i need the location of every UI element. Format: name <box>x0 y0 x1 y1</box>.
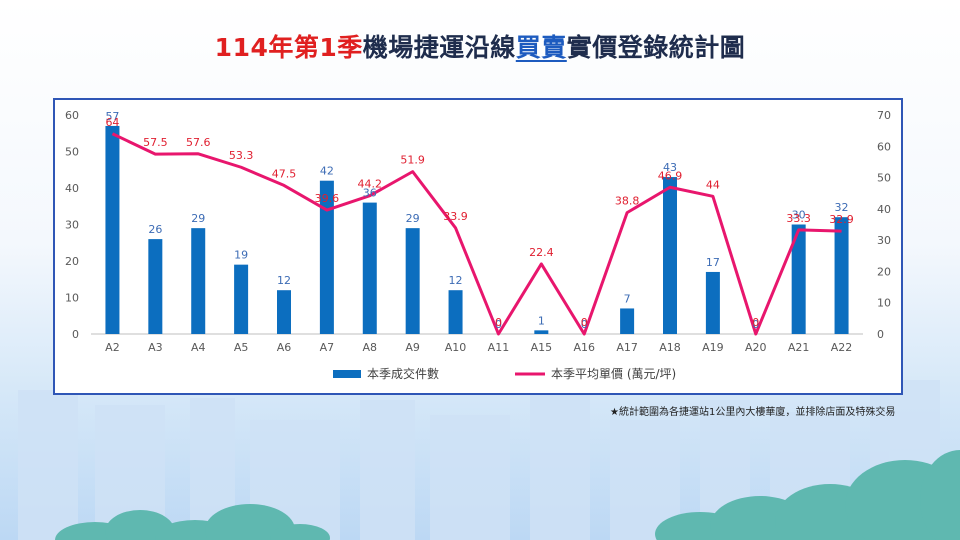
x-tick-label: A15 <box>531 341 553 354</box>
x-tick-label: A8 <box>363 341 378 354</box>
y-left-tick-label: 0 <box>72 328 79 341</box>
y-left-tick-label: 10 <box>65 292 79 305</box>
bar-data-label: 17 <box>706 256 720 269</box>
bar-data-label: 26 <box>148 223 162 236</box>
bar-data-label: 0 <box>752 318 759 331</box>
line-data-label: 46.9 <box>658 169 683 182</box>
line-data-label: 33.3 <box>786 212 811 225</box>
title-transaction-type: 買賣 <box>515 33 567 62</box>
bar <box>191 228 206 334</box>
bar-data-label: 12 <box>449 274 463 287</box>
x-tick-label: A6 <box>277 341 292 354</box>
line-data-label: 0 <box>581 316 588 329</box>
x-tick-label: A19 <box>702 341 724 354</box>
bar <box>834 217 849 334</box>
bar-data-label: 42 <box>320 165 334 178</box>
legend-bar-swatch <box>333 370 361 378</box>
x-tick-label: A18 <box>659 341 681 354</box>
line-data-label: 57.5 <box>143 136 168 149</box>
y-left-tick-label: 60 <box>65 109 79 122</box>
bar-data-label: 12 <box>277 274 291 287</box>
bar-data-label: 32 <box>835 201 849 214</box>
y-left-tick-label: 40 <box>65 182 79 195</box>
y-right-tick-label: 0 <box>877 328 884 341</box>
page-title: 114年第1季機場捷運沿線買賣實價登錄統計圖 <box>0 28 960 64</box>
y-right-tick-label: 20 <box>877 265 891 278</box>
bar <box>148 239 163 334</box>
line-data-label: 38.8 <box>615 195 640 208</box>
bar-data-label: 36 <box>363 187 377 200</box>
y-right-tick-label: 60 <box>877 140 891 153</box>
x-tick-label: A2 <box>105 341 120 354</box>
bar <box>277 290 291 334</box>
x-tick-label: A7 <box>320 341 335 354</box>
title-route: 機場捷運沿線 <box>362 33 516 62</box>
bar-data-label: 30 <box>792 209 806 222</box>
y-left-tick-label: 50 <box>65 146 79 159</box>
line-data-label: 22.4 <box>529 246 554 259</box>
bar <box>448 290 463 334</box>
y-right-tick-label: 70 <box>877 109 891 122</box>
x-tick-label: A16 <box>573 341 595 354</box>
y-right-tick-label: 50 <box>877 172 891 185</box>
bar-data-label: 29 <box>191 212 205 225</box>
x-tick-label: A11 <box>488 341 510 354</box>
line-series <box>111 132 842 336</box>
y-right-tick-label: 10 <box>877 297 891 310</box>
legend-line-label: 本季平均單價 (萬元/坪) <box>551 367 676 381</box>
line-data-label: 0 <box>752 316 759 329</box>
bar-data-label: 0 <box>495 318 502 331</box>
bar-data-label: 1 <box>538 314 545 327</box>
line-data-label: 57.6 <box>186 136 211 149</box>
bar <box>362 202 377 334</box>
line-data-label: 53.3 <box>229 149 254 162</box>
line-data-label: 44.2 <box>358 178 383 191</box>
x-tick-label: A20 <box>745 341 767 354</box>
bar <box>234 264 249 334</box>
title-period: 114年第1季 <box>214 33 363 62</box>
bar-data-label: 0 <box>581 318 588 331</box>
x-tick-label: A22 <box>831 341 853 354</box>
x-tick-label: A10 <box>445 341 467 354</box>
line-data-label: 51.9 <box>400 154 425 167</box>
y-left-tick-label: 30 <box>65 219 79 232</box>
line-data-label: 0 <box>495 316 502 329</box>
bar-data-label: 7 <box>624 292 631 305</box>
x-tick-label: A4 <box>191 341 206 354</box>
tree-shapes-right <box>655 450 960 540</box>
bar <box>405 228 420 334</box>
bar-data-label: 29 <box>406 212 420 225</box>
line-data-label: 32.9 <box>829 213 854 226</box>
line-data-label: 47.5 <box>272 167 297 180</box>
bar <box>791 224 806 334</box>
x-tick-label: A5 <box>234 341 249 354</box>
bar <box>534 330 549 334</box>
y-right-tick-label: 40 <box>877 203 891 216</box>
line-data-label: 33.9 <box>443 210 468 223</box>
line-data-label: 44 <box>706 178 720 191</box>
line-data-label: 39.6 <box>315 192 340 205</box>
bar <box>705 271 720 334</box>
bar <box>620 308 635 334</box>
x-tick-label: A17 <box>616 341 638 354</box>
bar <box>319 180 334 334</box>
bar-data-label: 57 <box>105 110 119 123</box>
tree-shapes-left <box>55 504 330 540</box>
x-tick-label: A9 <box>405 341 420 354</box>
y-left-tick-label: 20 <box>65 255 79 268</box>
title-suffix: 實價登錄統計圖 <box>566 33 746 62</box>
line-data-label: 64 <box>105 116 119 129</box>
chart-frame: 0 10 20 30 40 50 60 0 10 20 30 40 50 60 70 A2 A3 A4 A5 A6 A7… <box>53 98 903 395</box>
x-tick-label: A3 <box>148 341 163 354</box>
legend-bar-label: 本季成交件數 <box>367 366 439 381</box>
bar <box>105 125 120 334</box>
bar-data-label: 19 <box>234 249 248 262</box>
bar-data-label: 43 <box>663 161 677 174</box>
x-tick-label: A21 <box>788 341 810 354</box>
footnote: ★統計範圍為各捷運站1公里內大樓華廈，並排除店面及特殊交易 <box>610 407 896 418</box>
bar <box>663 177 677 334</box>
y-right-tick-label: 30 <box>877 234 891 247</box>
